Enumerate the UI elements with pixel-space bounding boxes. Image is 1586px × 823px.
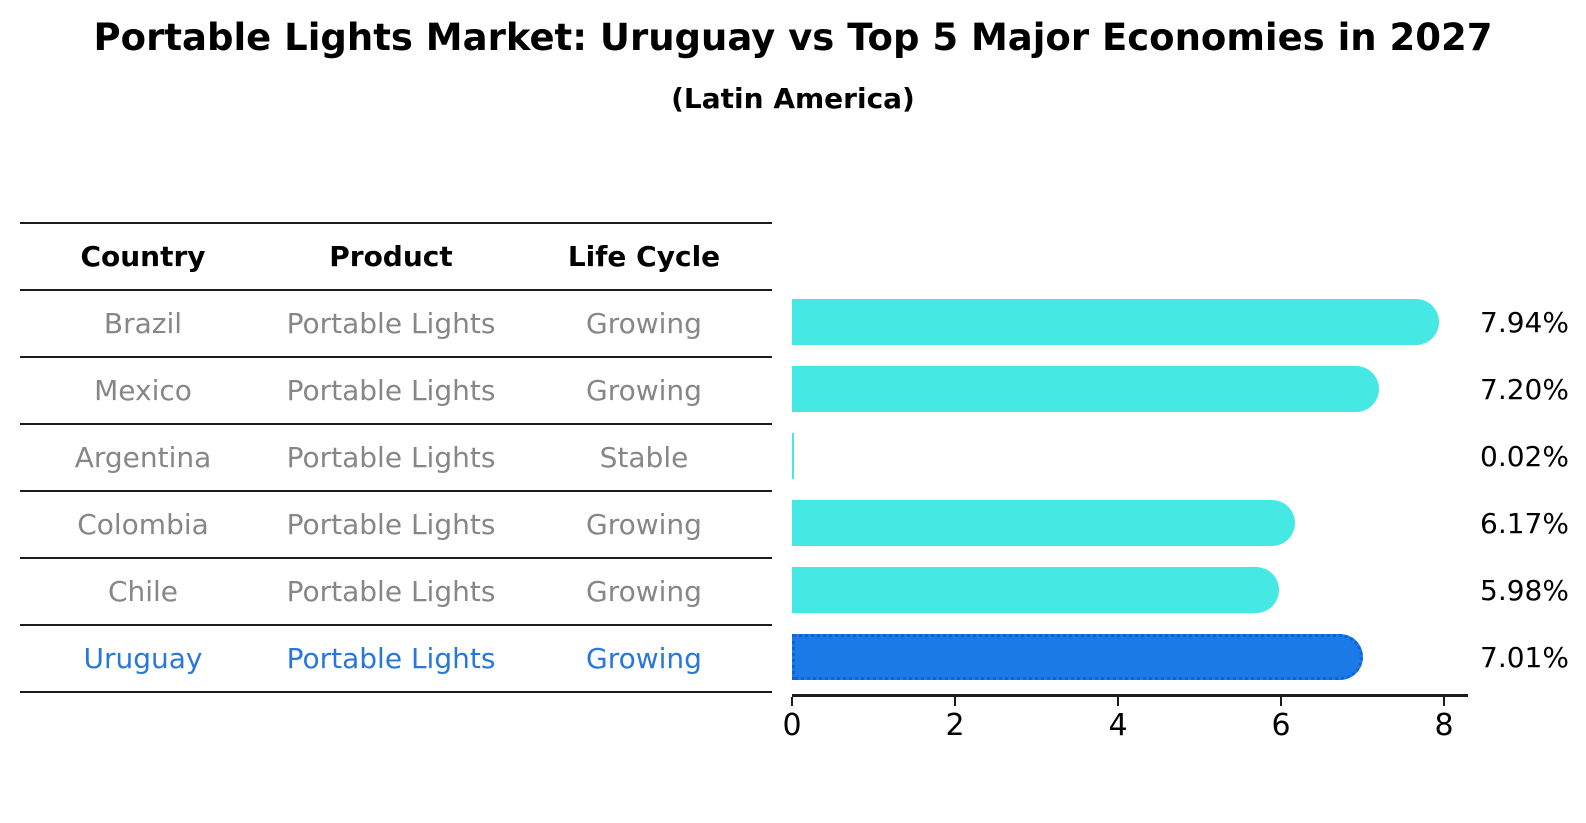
header-cell-product: Product <box>329 240 453 273</box>
table-row: Brazil Portable Lights Growing <box>20 291 772 358</box>
bar <box>792 433 794 479</box>
cell-country: Uruguay <box>83 642 203 675</box>
x-axis-tick <box>791 697 793 706</box>
cell-country: Argentina <box>74 441 212 474</box>
table-row: Colombia Portable Lights Growing <box>20 492 772 559</box>
bar-value-label: 6.17% <box>1480 507 1569 540</box>
bar-row: 7.94% <box>792 289 1586 356</box>
x-axis-tick <box>1117 697 1119 706</box>
cell-product: Portable Lights <box>286 642 496 675</box>
bar <box>792 366 1379 412</box>
chart-title: Portable Lights Market: Uruguay vs Top 5… <box>93 16 1493 59</box>
bar-row: 6.17% <box>792 490 1586 557</box>
cell-country: Brazil <box>103 307 183 340</box>
table-row: Chile Portable Lights Growing <box>20 559 772 626</box>
bar-value-label: 0.02% <box>1480 440 1569 473</box>
cell-product: Portable Lights <box>286 575 496 608</box>
bar <box>792 299 1440 345</box>
cell-country: Colombia <box>77 508 209 541</box>
bar-row: 7.20% <box>792 356 1586 423</box>
bar <box>792 500 1295 546</box>
x-axis-tick <box>954 697 956 706</box>
header-cell-country: Country <box>80 240 206 273</box>
cell-life-cycle: Growing <box>586 642 702 675</box>
bar-value-label: 7.94% <box>1480 306 1569 339</box>
x-axis-line <box>792 694 1468 697</box>
x-axis-tick <box>1280 697 1282 706</box>
x-axis-tick-label: 4 <box>1108 708 1128 743</box>
cell-product: Portable Lights <box>286 508 496 541</box>
x-axis-tick-label: 8 <box>1434 708 1454 743</box>
bar-row: 7.01% <box>792 624 1586 691</box>
bar-value-label: 5.98% <box>1480 574 1569 607</box>
bar <box>792 567 1280 613</box>
chart-subtitle: (Latin America) <box>671 82 915 115</box>
data-table: Country Product Life Cycle Brazil Portab… <box>20 222 772 693</box>
bar-row: 0.02% <box>792 423 1586 490</box>
header-cell-life-cycle: Life Cycle <box>567 240 721 273</box>
cell-life-cycle: Growing <box>586 374 702 407</box>
bar-value-label: 7.20% <box>1480 373 1569 406</box>
cell-country: Mexico <box>94 374 192 407</box>
cell-life-cycle: Growing <box>586 575 702 608</box>
table-row: Argentina Portable Lights Stable <box>20 425 772 492</box>
table-header-row: Country Product Life Cycle <box>20 224 772 291</box>
cell-life-cycle: Growing <box>586 508 702 541</box>
x-axis-tick-label: 2 <box>945 708 965 743</box>
table-row: Uruguay Portable Lights Growing <box>20 626 772 693</box>
cell-country: Chile <box>107 575 179 608</box>
cell-product: Portable Lights <box>286 307 496 340</box>
bar-plot: 7.94% 7.20% 0.02% 6.17% 5.98% 7.01% <box>792 289 1586 691</box>
x-axis: 0 2 4 6 8 <box>782 694 1586 764</box>
cell-product: Portable Lights <box>286 441 496 474</box>
bar-value-label: 7.01% <box>1480 641 1569 674</box>
bar <box>792 634 1364 680</box>
bar-row: 5.98% <box>792 557 1586 624</box>
x-axis-tick-label: 0 <box>782 708 802 743</box>
table-row: Mexico Portable Lights Growing <box>20 358 772 425</box>
cell-life-cycle: Stable <box>599 441 689 474</box>
cell-life-cycle: Growing <box>586 307 702 340</box>
cell-product: Portable Lights <box>286 374 496 407</box>
x-axis-tick-label: 6 <box>1271 708 1291 743</box>
x-axis-tick <box>1443 697 1445 706</box>
